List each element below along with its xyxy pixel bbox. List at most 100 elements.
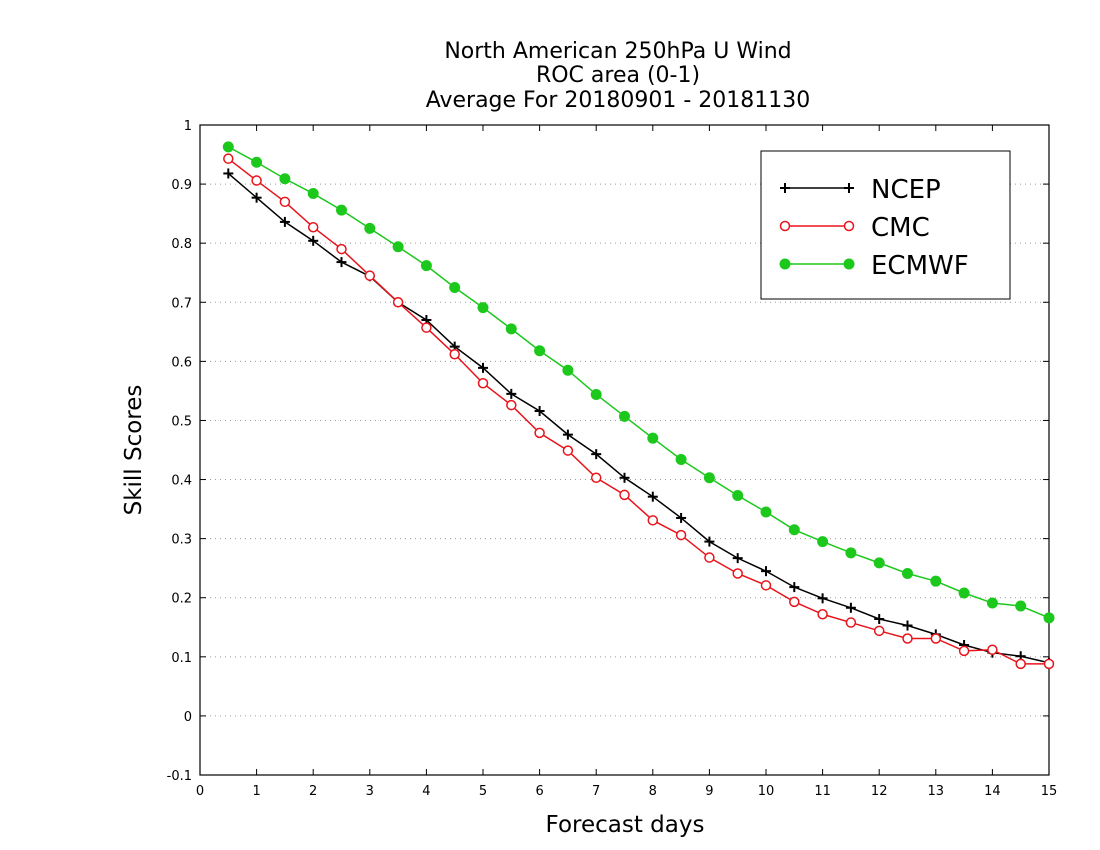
data-point-ecmwf <box>1015 600 1027 612</box>
data-point-ecmwf <box>590 388 602 400</box>
legend-marker-ecmwf <box>843 258 855 270</box>
y-tick-label: 0.8 <box>171 237 192 252</box>
y-tick-label: 0.6 <box>171 355 192 370</box>
data-point-cmc <box>307 221 319 233</box>
data-point-ncep <box>223 168 234 179</box>
series-cmc <box>223 153 1055 670</box>
data-point-ncep <box>308 235 319 246</box>
legend-marker-ncep <box>844 183 854 193</box>
plot-frame <box>199 124 1050 776</box>
data-point-ecmwf <box>986 597 998 609</box>
chart-title-line-3: Average For 20180901 - 20181130 <box>426 88 811 113</box>
data-point-ncep <box>562 429 573 440</box>
legend-label-cmc: CMC <box>871 213 930 243</box>
data-point-ecmwf <box>222 141 234 153</box>
data-point-cmc <box>675 529 687 541</box>
data-point-ecmwf <box>534 345 546 357</box>
data-point-ecmwf <box>703 472 715 484</box>
x-tick-label: 9 <box>705 784 713 799</box>
legend: NCEP CMC ECMWF <box>760 150 1011 300</box>
data-point-cmc <box>562 445 574 456</box>
legend-marker-cmc <box>779 220 791 232</box>
data-point-ecmwf <box>420 260 432 272</box>
data-point-ecmwf <box>873 557 885 569</box>
data-point-ecmwf <box>562 364 574 376</box>
x-tick-label: 15 <box>1041 784 1058 799</box>
data-point-ncep <box>534 406 545 416</box>
chart-title: North American 250hPa U Wind ROC area (0… <box>426 39 811 113</box>
data-point-ncep <box>619 472 630 483</box>
y-tick-label: 0.5 <box>171 414 192 429</box>
data-point-ecmwf <box>279 173 291 185</box>
data-point-cmc <box>1043 658 1055 670</box>
x-tick-label: 11 <box>814 784 831 799</box>
data-point-ncep <box>704 536 715 547</box>
legend-marker-ecmwf <box>779 258 791 270</box>
data-point-ncep <box>789 582 800 593</box>
x-tick-label: 12 <box>871 784 888 799</box>
data-point-ncep <box>647 491 658 502</box>
x-tick-label: 2 <box>309 784 317 799</box>
data-point-ecmwf <box>958 587 970 599</box>
data-point-ncep <box>902 620 913 631</box>
data-point-ecmwf <box>449 282 461 293</box>
legend-box <box>760 150 1011 300</box>
data-point-cmc <box>845 617 857 628</box>
legend-marker-cmc <box>843 220 855 232</box>
tick-labels: -0.100.10.20.30.40.50.60.70.80.910 1 2 3 4 5 6… <box>167 119 1058 799</box>
data-point-ecmwf <box>392 241 404 253</box>
data-point-ncep <box>279 216 290 227</box>
data-point-cmc <box>619 489 630 501</box>
data-point-cmc <box>1015 658 1026 670</box>
chart-title-line-2: ROC area (0-1) <box>536 63 700 88</box>
data-point-ecmwf <box>336 204 347 216</box>
x-tick-label: 4 <box>422 784 430 799</box>
data-point-ecmwf <box>1043 612 1055 624</box>
y-tick-label: 0.2 <box>171 592 192 607</box>
data-point-ncep <box>251 192 262 203</box>
x-tick-label: 1 <box>252 784 260 799</box>
y-tick-label: 0.3 <box>171 533 192 548</box>
data-point-cmc <box>477 377 489 389</box>
data-point-cmc <box>590 472 602 484</box>
data-point-cmc <box>647 515 659 526</box>
data-point-ecmwf <box>505 323 517 335</box>
data-point-ncep <box>845 602 856 613</box>
data-point-ecmwf <box>307 188 319 200</box>
data-point-cmc <box>732 568 743 579</box>
data-point-cmc <box>704 552 715 563</box>
data-point-ecmwf <box>647 432 659 444</box>
y-tick-label: 0.1 <box>171 651 192 666</box>
data-point-cmc <box>251 175 262 186</box>
data-point-ncep <box>874 614 885 624</box>
data-point-cmc <box>902 633 913 644</box>
data-point-ecmwf <box>845 547 857 559</box>
data-point-cmc <box>534 427 545 439</box>
chart-title-line-1: North American 250hPa U Wind <box>444 39 791 64</box>
data-point-ncep <box>336 257 347 268</box>
data-point-ecmwf <box>930 575 942 587</box>
x-tick-label: 14 <box>984 784 1001 799</box>
legend-label-ecmwf: ECMWF <box>871 251 969 281</box>
data-point-ncep <box>817 593 828 604</box>
data-point-cmc <box>364 270 376 281</box>
data-point-cmc <box>336 243 347 255</box>
data-point-ecmwf <box>760 506 772 518</box>
data-point-ncep <box>506 388 517 399</box>
data-point-ncep <box>591 449 602 460</box>
data-point-ecmwf <box>619 410 630 422</box>
data-point-cmc <box>958 645 970 657</box>
x-axis-label: Forecast days <box>546 812 705 838</box>
y-tick-label: 0 <box>184 710 192 725</box>
data-point-ecmwf <box>675 453 687 465</box>
data-point-ecmwf <box>788 524 800 536</box>
data-point-ecmwf <box>817 536 829 548</box>
legend-marker-ncep <box>780 183 790 193</box>
data-point-cmc <box>449 349 460 360</box>
data-point-cmc <box>506 399 517 411</box>
y-tick-label: 0.4 <box>171 474 192 489</box>
data-point-ncep <box>676 512 687 523</box>
y-tick-label: 0.9 <box>171 178 192 193</box>
data-point-cmc <box>789 596 800 608</box>
